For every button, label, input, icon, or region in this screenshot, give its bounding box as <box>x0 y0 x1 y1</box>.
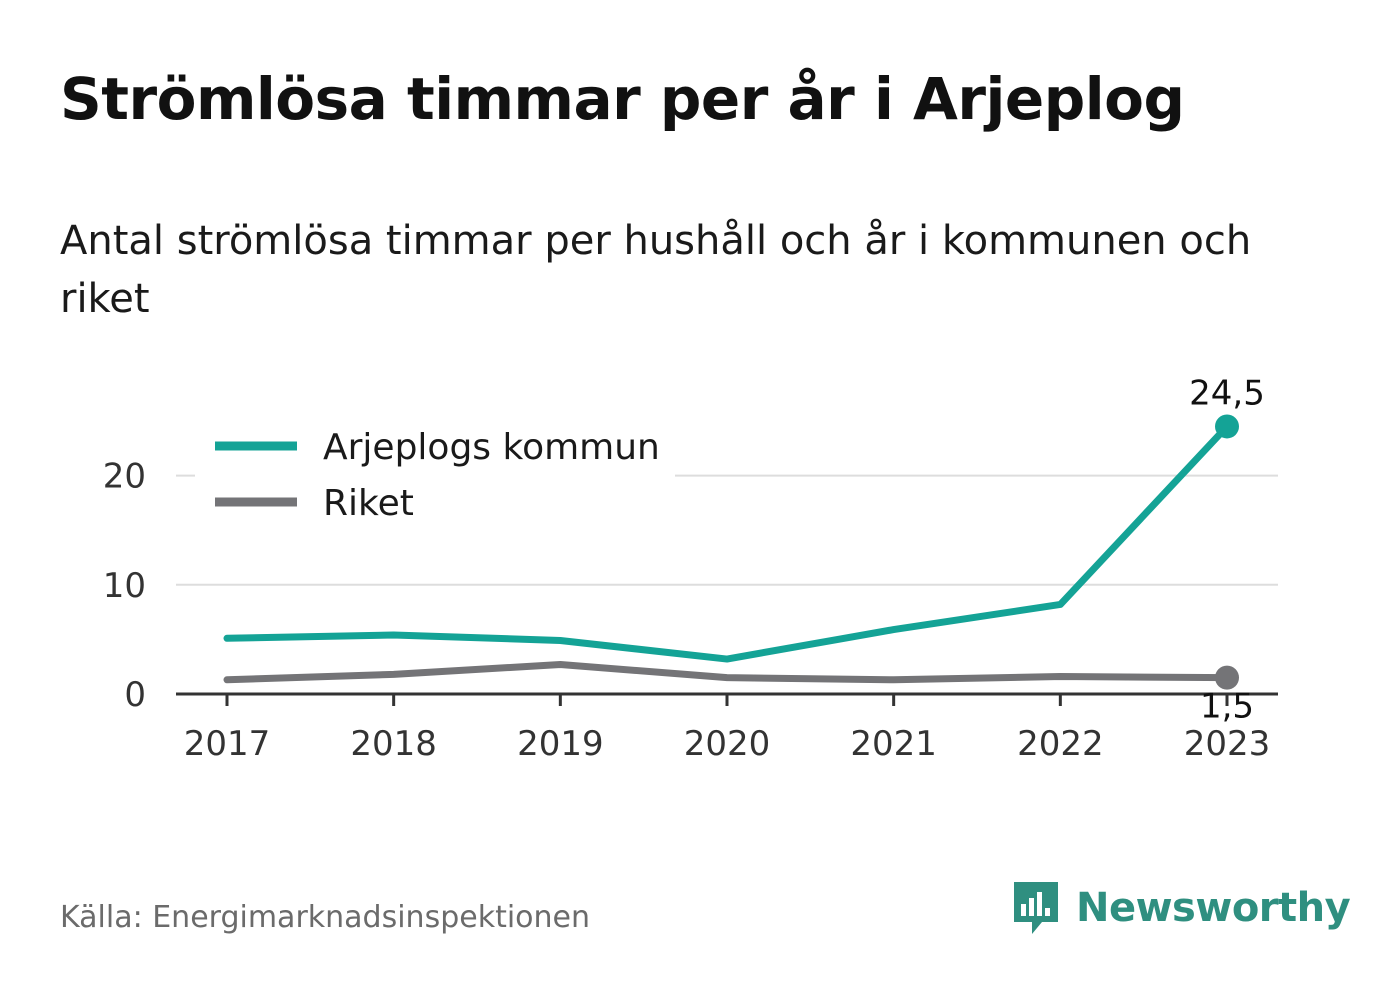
series-endpoint-kommun <box>1215 414 1239 439</box>
series-endpoint-riket <box>1215 665 1239 690</box>
legend-label-kommun: Arjeplogs kommun <box>323 427 660 468</box>
series-lines <box>223 414 1239 690</box>
source-note: Källa: Energimarknadsinspektionen <box>60 900 591 935</box>
page-title: Strömlösa timmar per år i Arjeplog <box>60 65 1185 133</box>
legend-background <box>195 417 675 527</box>
x-tick-label: 2018 <box>350 724 437 764</box>
x-tick-label: 2022 <box>1017 724 1104 764</box>
y-tick-label: 0 <box>124 675 146 715</box>
series-line-riket <box>223 661 1231 684</box>
x-tick-label: 2020 <box>684 724 771 764</box>
newsworthy-icon <box>1014 882 1058 934</box>
end-label-kommun: 24,5 <box>1189 373 1265 413</box>
y-tick-label: 20 <box>103 457 146 497</box>
end-labels: 24,5 1,5 <box>1189 373 1265 726</box>
x-tick-label: 2019 <box>517 724 604 764</box>
brand-name: Newsworthy <box>1076 885 1351 931</box>
legend: Arjeplogs kommun Riket <box>195 417 675 527</box>
brand-logo[interactable]: Newsworthy <box>1010 878 1351 938</box>
chart-subtitle: Antal strömlösa timmar per hushåll och å… <box>60 218 1252 322</box>
y-tick-label: 10 <box>103 566 146 606</box>
legend-label-riket: Riket <box>323 483 414 524</box>
x-tick-label: 2023 <box>1184 724 1271 764</box>
y-axis-ticks: 0 10 20 <box>103 457 146 715</box>
x-tick-label: 2017 <box>184 724 271 764</box>
series-line-kommun <box>223 422 1231 663</box>
end-label-riket: 1,5 <box>1200 687 1254 727</box>
x-axis-ticks: 2017 2018 2019 2020 2021 2022 2023 <box>184 694 1271 764</box>
x-tick-label: 2021 <box>850 724 937 764</box>
